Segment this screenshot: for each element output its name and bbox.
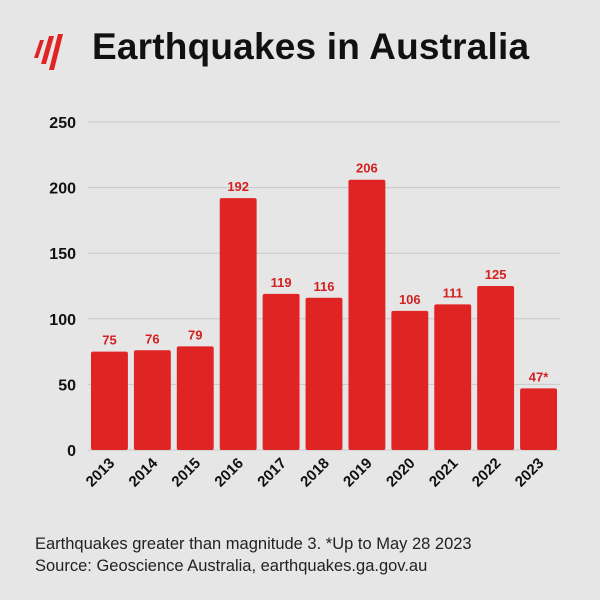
x-tick-label: 2023: [512, 455, 548, 491]
bar-value-label: 116: [314, 279, 335, 294]
y-tick-label: 200: [49, 181, 76, 198]
x-tick-label: 2016: [211, 455, 247, 491]
bar-value-label: 47*: [529, 369, 549, 384]
bar-value-label: 111: [443, 285, 463, 300]
y-tick-label: 0: [67, 443, 76, 460]
x-tick-label: 2015: [168, 455, 204, 491]
x-tick-label: 2013: [83, 455, 119, 491]
bar: [434, 304, 472, 450]
x-tick-label: 2022: [469, 455, 505, 491]
sbs-logo-icon: [34, 34, 63, 70]
bar: [219, 198, 257, 450]
chart-title: Earthquakes in Australia: [92, 26, 530, 67]
footer-note: Earthquakes greater than magnitude 3. *U…: [35, 535, 472, 553]
bar: [91, 351, 128, 450]
bar: [391, 310, 429, 450]
bar-value-label: 119: [271, 275, 292, 290]
y-tick-label: 50: [58, 377, 76, 394]
x-tick-label: 2018: [297, 455, 333, 491]
bar: [520, 388, 557, 450]
y-tick-label: 100: [49, 312, 76, 329]
bar-value-label: 206: [356, 161, 378, 176]
bar-value-label: 79: [188, 327, 202, 342]
bar: [305, 297, 343, 450]
x-tick-label: 2019: [340, 455, 376, 491]
footer: Earthquakes greater than magnitude 3. *U…: [35, 533, 472, 577]
bar-value-label: 125: [485, 267, 507, 282]
bar: [133, 350, 171, 450]
bar-value-label: 192: [227, 179, 249, 194]
bar: [176, 346, 214, 450]
bar-value-label: 76: [145, 331, 159, 346]
x-tick-label: 2020: [383, 455, 419, 491]
y-tick-label: 250: [49, 115, 76, 132]
x-tick-label: 2014: [126, 454, 162, 490]
x-tick-label: 2021: [426, 455, 462, 491]
header: Earthquakes in Australia: [0, 0, 600, 100]
x-tick-label: 2017: [254, 455, 290, 491]
bar: [477, 286, 515, 450]
bar: [262, 293, 300, 450]
footer-source: Source: Geoscience Australia, earthquake…: [35, 557, 428, 575]
y-tick-label: 150: [49, 246, 76, 263]
bar: [348, 179, 386, 450]
bar-value-label: 75: [102, 333, 116, 348]
bar-chart: 0 50 100 150 200 250 75 2013 76 2014 79 2015 192 2016…: [49, 115, 560, 491]
bar-value-label: 106: [399, 292, 421, 307]
